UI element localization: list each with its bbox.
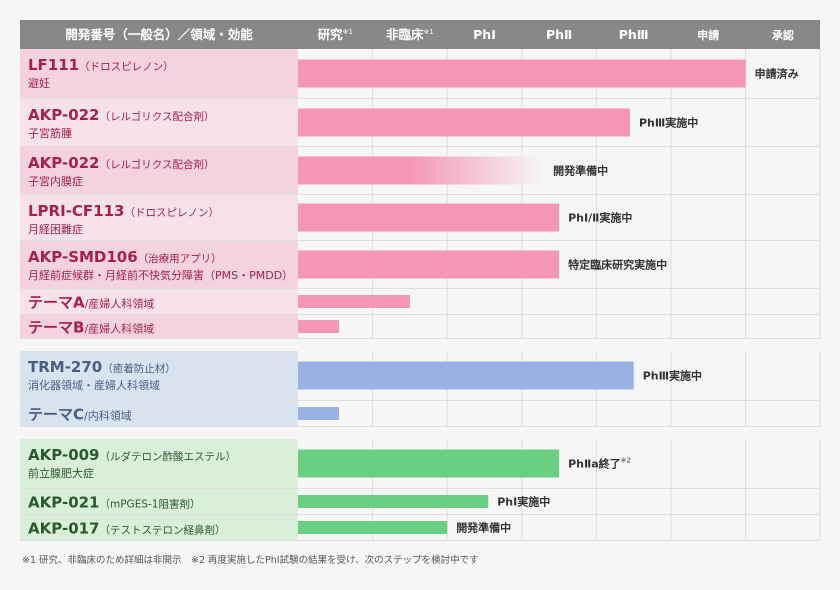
row-generic-7: （癒着防止材） (102, 362, 176, 375)
header-shinsei: 申請 (697, 28, 719, 42)
row-generic-9: （ルダテロン酢酸エステル） (100, 450, 237, 463)
header-ph1: PhⅠ (473, 27, 496, 42)
row-indication-1: 子宮筋腫 (28, 126, 72, 140)
row-label-bg-5 (20, 289, 298, 314)
row-generic-11: （テストステロン経鼻剤） (100, 524, 226, 537)
row-code-1: AKP-022（レルゴリクス配合剤） (28, 106, 214, 124)
row-code-0: LF111（ドロスピレノン） (28, 56, 174, 74)
row-code-9: AKP-009（ルダテロン酢酸エステル） (28, 446, 236, 464)
bar-1 (298, 108, 630, 137)
bar-status-0: 申請済み (755, 67, 799, 81)
row-label-bg-2 (20, 147, 298, 194)
footnote: ※1 研究、非臨床のため詳細は非開示 ※2 再度実施したPhⅠ試験の結果を受け、… (22, 555, 479, 566)
row-label-bg-7 (20, 351, 298, 400)
row-generic-2: （レルゴリクス配合剤） (100, 158, 215, 171)
bar-status-11: 開発準備中 (456, 521, 511, 535)
row-label-bg-9 (20, 439, 298, 488)
row-code-11: AKP-017（テストステロン経鼻剤） (28, 520, 226, 538)
bar-0 (298, 59, 746, 88)
header-hirinsho: 非臨床※1 (386, 27, 434, 42)
row-indication-9: 前立腺肥大症 (28, 466, 94, 480)
bar-2 (298, 156, 545, 185)
bar-status-note-9: ※2 (621, 457, 631, 465)
bar-10 (298, 495, 489, 508)
bar-status-4: 特定臨床研究実施中 (568, 258, 667, 272)
row-generic-1: （レルゴリクス配合剤） (100, 110, 215, 123)
row-label-bg-8 (20, 401, 298, 426)
header-shonin: 承認 (772, 28, 794, 42)
bar-9 (298, 449, 560, 478)
row-code-8: テーマC/内科領域 (28, 406, 132, 424)
row-code-2: AKP-022（レルゴリクス配合剤） (28, 154, 214, 172)
header-ph3: PhⅢ (619, 27, 649, 42)
row-indication-0: 避妊 (28, 76, 50, 90)
row-label-bg-4 (20, 241, 298, 288)
row-indication-2: 子宮内膜症 (28, 174, 83, 188)
row-code-5: テーマA/産婦人科領域 (28, 294, 154, 312)
row-label-bg-11 (20, 515, 298, 540)
row-label-bg-1 (20, 99, 298, 146)
row-code-3: LPRI-CF113（ドロスピレノン） (28, 202, 219, 220)
bar-status-10: PhⅠ実施中 (497, 495, 550, 509)
row-generic-4: （治療用アプリ） (138, 252, 222, 265)
header-hirinsho-note: ※1 (423, 28, 433, 36)
row-code-7: TRM-270（癒着防止材） (28, 358, 176, 376)
bar-5 (298, 295, 410, 308)
header-ph2: PhⅡ (546, 27, 572, 42)
row-indication-7: 消化器領域・産婦人科領域 (28, 378, 160, 392)
bar-7 (298, 361, 634, 390)
row-generic-6: /産婦人科領域 (84, 322, 154, 336)
bar-6 (298, 320, 340, 333)
bar-status-7: PhⅢ実施中 (643, 369, 702, 383)
row-code-4: AKP-SMD106（治療用アプリ） (28, 248, 222, 266)
row-code-10: AKP-021（mPGES-1阻害剤） (28, 494, 200, 512)
row-generic-10: （mPGES-1阻害剤） (100, 498, 201, 511)
row-generic-3: （ドロスピレノン） (124, 207, 219, 219)
bar-11 (298, 521, 448, 534)
header-name: 開発番号（一般名）／領域・効能 (65, 27, 253, 42)
row-indication-4: 月経前症候群・月経前不快気分障害（PMS・PMDD） (28, 268, 293, 282)
bar-4 (298, 250, 560, 279)
bar-status-2: 開発準備中 (553, 164, 608, 178)
row-label-bg-0 (20, 49, 298, 98)
row-indication-3: 月経困難症 (28, 222, 83, 236)
bar-status-9: PhⅡa終了※2 (568, 457, 631, 471)
row-code-6: テーマB/産婦人科領域 (28, 319, 154, 337)
row-label-bg-10 (20, 489, 298, 514)
row-generic-5: /産婦人科領域 (85, 297, 155, 311)
bar-3 (298, 203, 560, 232)
row-generic-8: /内科領域 (84, 409, 132, 423)
row-generic-0: （ドロスピレノン） (79, 61, 174, 73)
bar-8 (298, 407, 340, 420)
bar-status-1: PhⅢ実施中 (639, 116, 698, 130)
bar-status-3: PhⅠ/Ⅱ実施中 (568, 211, 632, 225)
header-background (20, 20, 820, 49)
row-label-bg-3 (20, 195, 298, 240)
row-label-bg-6 (20, 315, 298, 338)
header-kenkyu-note: ※1 (343, 28, 353, 36)
